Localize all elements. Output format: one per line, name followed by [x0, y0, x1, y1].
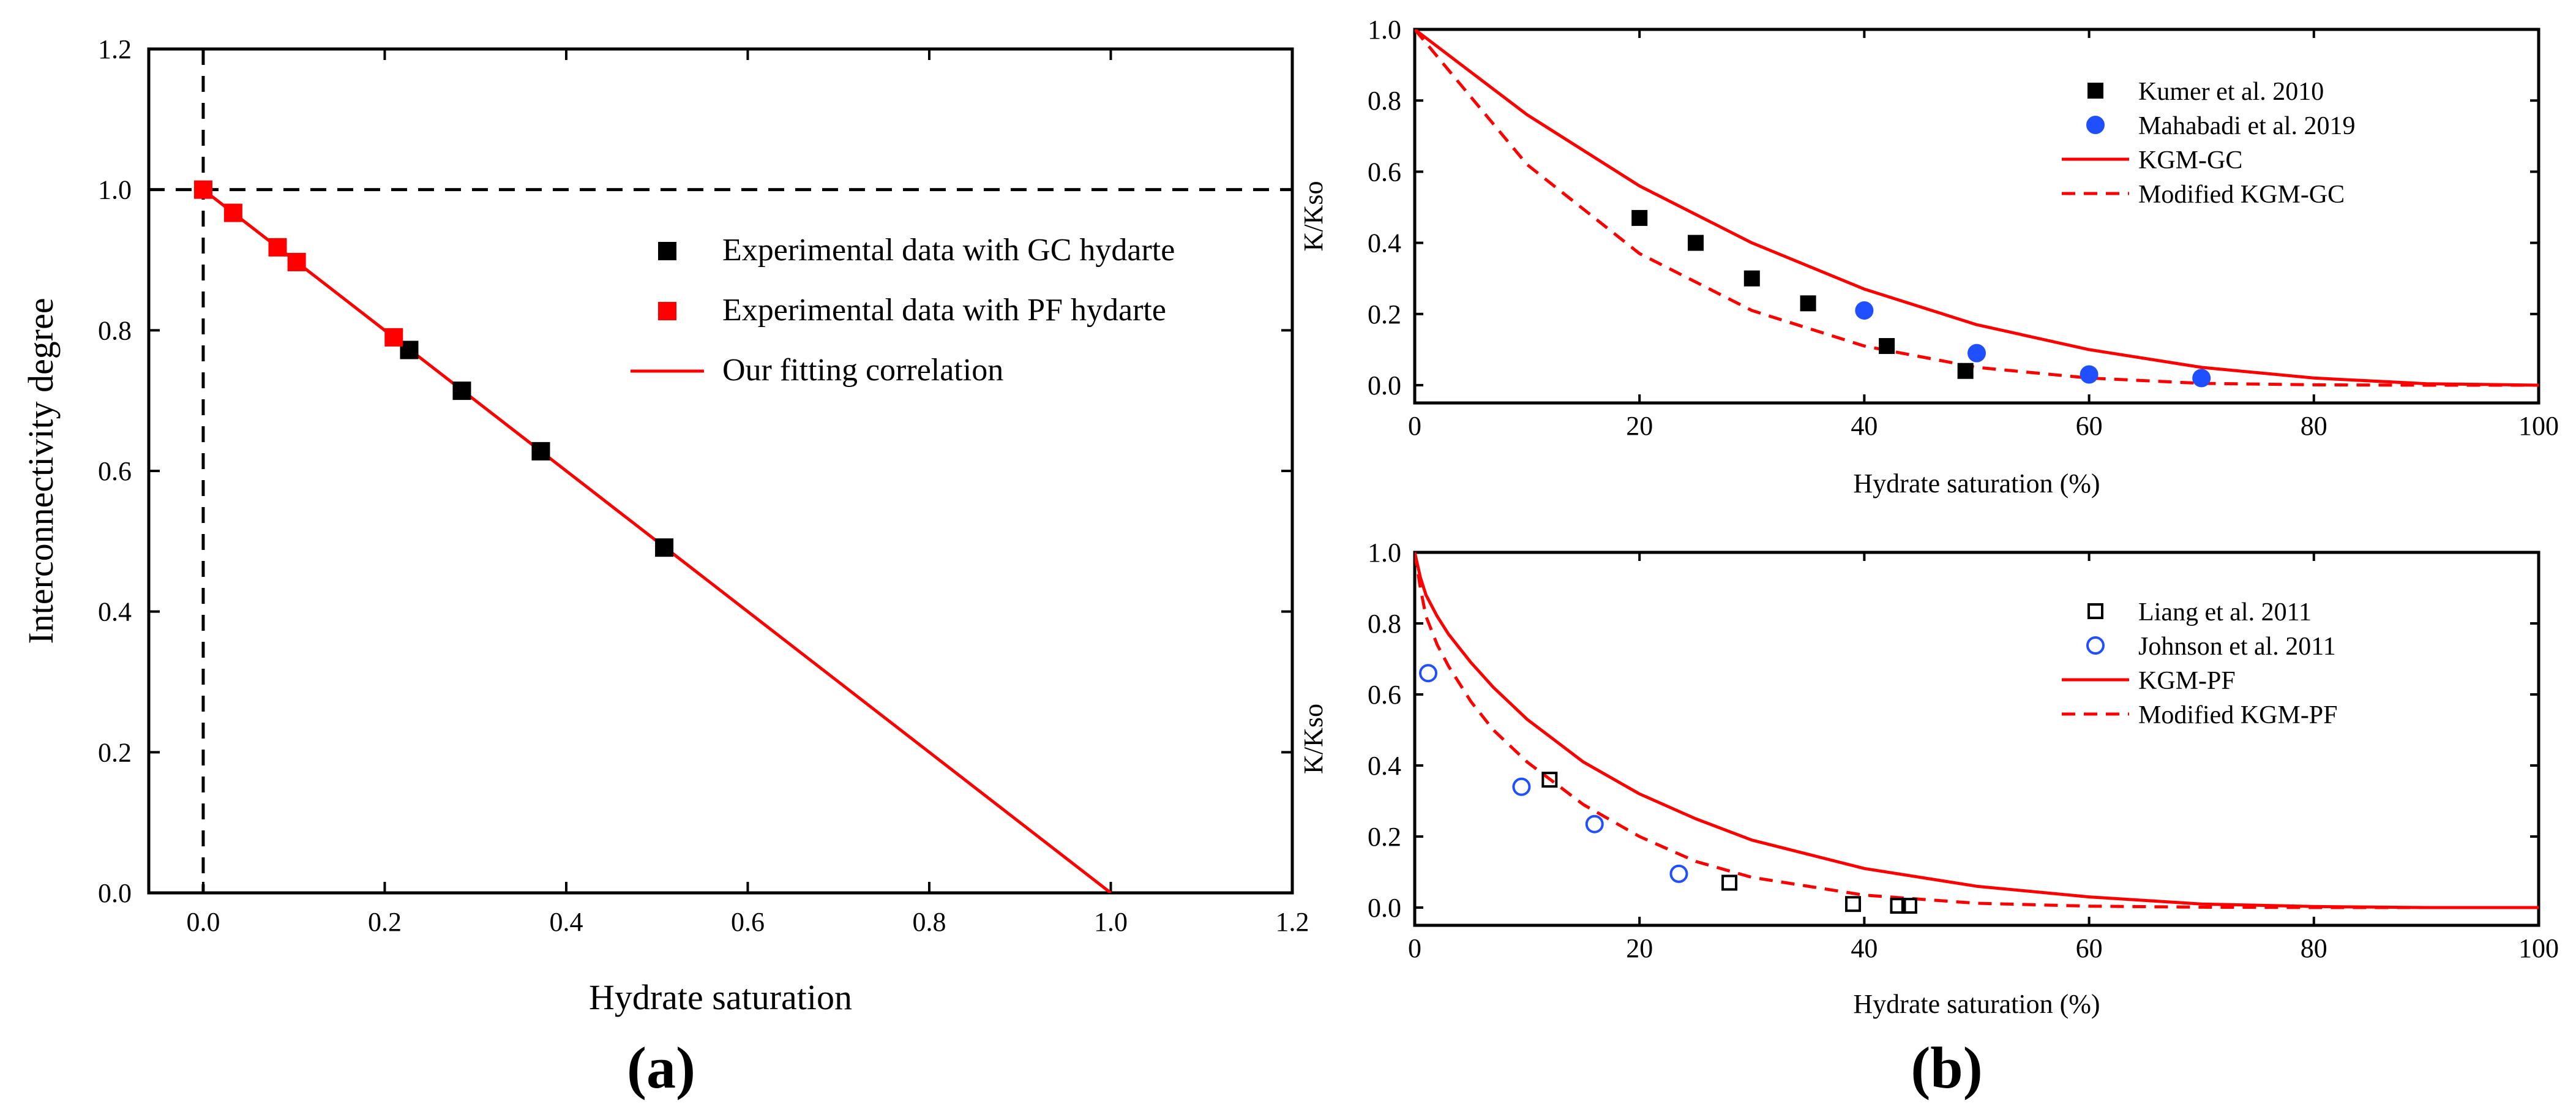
a-legend-marker-0 [658, 242, 676, 260]
b-top-legend-label-1: Mahabadi et al. 2019 [2138, 112, 2356, 140]
a-x-tick-label: 0.2 [368, 907, 402, 937]
a-legend-label-0: Experimental data with GC hydarte [722, 233, 1175, 268]
b-bottom-legend-label-2: KGM-PF [2138, 667, 2236, 695]
b-bottom-plot-frame [1413, 551, 2540, 927]
a-panel-label: (a) [627, 1035, 695, 1100]
b-top-y-tick-label: 0.4 [1368, 228, 1401, 258]
b-bottom-series-1-point [1669, 864, 1688, 883]
b-top-y-tick-label: 0.8 [1368, 86, 1401, 116]
b-bottom-x-tick-label: 100 [2518, 933, 2559, 963]
b-top-series-0-point [1957, 363, 1974, 379]
a-series-0-point [655, 538, 674, 557]
a-legend-label-2: Our fitting correlation [722, 353, 1003, 388]
a-y-tick-label: 0.8 [98, 315, 132, 345]
b-top-legend-label-3: Modified KGM-GC [2138, 181, 2345, 209]
b-bottom-x-axis-label: Hydrate saturation (%) [1853, 989, 2100, 1019]
b-bottom-series-0-point [1721, 874, 1738, 891]
b-bottom-x-tick-label: 40 [1851, 933, 1878, 963]
a-y-tick-label: 1.0 [98, 175, 132, 205]
b-bottom-y-tick-label: 0.2 [1368, 822, 1401, 852]
b-top-series-0-point [1631, 209, 1648, 226]
a-y-tick-label: 0.0 [98, 878, 132, 908]
a-x-tick-label: 0.4 [549, 907, 583, 937]
a-x-tick-label: 0.8 [912, 907, 946, 937]
a-y-tick-label: 0.4 [98, 597, 132, 627]
b-bottom-y-tick-label: 0.4 [1368, 751, 1401, 781]
b-bottom-series-3-curve [1415, 552, 2539, 909]
b-top-plot-frame [1413, 28, 2540, 405]
b-top-x-axis-label: Hydrate saturation (%) [1853, 468, 2100, 498]
b-bottom-legend-marker-1 [2086, 636, 2105, 655]
a-y-tick-label: 0.2 [98, 737, 132, 767]
b-top-legend-label-0: Kumer et al. 2010 [2138, 78, 2324, 106]
a-x-tick-label: 1.2 [1276, 907, 1309, 937]
a-x-tick-label: 0.0 [186, 907, 220, 937]
b-top-y-tick-label: 0.6 [1368, 157, 1401, 187]
b-top-series-1-point [1968, 344, 1986, 363]
b-bottom-legend-marker-0 [2087, 603, 2103, 619]
b-bottom-x-tick-label: 20 [1626, 933, 1653, 963]
b-top-series-1-point [2080, 365, 2099, 384]
a-series-0-point [400, 340, 419, 359]
a-legend-marker-1 [658, 302, 676, 320]
a-series-1-point [268, 238, 287, 257]
b-top-legend-marker-0 [2087, 83, 2103, 99]
b-top-series-0-point [1688, 235, 1704, 251]
b-bottom-series-2-curve [1415, 552, 2539, 909]
b-bottom-x-tick-label: 60 [2076, 933, 2103, 963]
b-top-x-tick-label: 100 [2518, 411, 2559, 441]
b-top-series-1-point [1855, 301, 1874, 320]
b-top-series-0-point [1743, 270, 1760, 287]
a-series-1-point [287, 252, 306, 271]
a-x-tick-label: 1.0 [1094, 907, 1128, 937]
b-top-y-axis-label: K/Kso [1298, 181, 1328, 252]
b-top-series-0-point [1800, 295, 1816, 312]
a-y-axis-label: Interconnectivity degree [21, 298, 61, 644]
b-bottom-x-tick-label: 80 [2301, 933, 2327, 963]
b-top-legend-label-2: KGM-GC [2138, 146, 2242, 175]
b-bottom-legend-label-0: Liang et al. 2011 [2138, 598, 2312, 626]
a-series-0-point [452, 382, 471, 401]
b-bottom-series-1-point [1585, 814, 1604, 833]
a-x-axis-label: Hydrate saturation [589, 977, 852, 1017]
b-bottom-series-0-point [1541, 772, 1558, 788]
b-bottom-series-0-point [1845, 896, 1862, 912]
b-top-series-1-point [2192, 369, 2211, 388]
b-top-x-tick-label: 0 [1408, 411, 1421, 441]
b-top-y-tick-label: 0.0 [1368, 370, 1401, 401]
b-bottom-y-tick-label: 0.8 [1368, 609, 1401, 639]
b-bottom-series-0-point [1890, 898, 1906, 914]
a-y-tick-label: 0.6 [98, 456, 132, 486]
b-top-series-3-curve [1415, 29, 2539, 387]
b-bottom-series-0-point [1901, 898, 1917, 914]
b-bottom-y-tick-label: 0.0 [1368, 893, 1401, 923]
b-top-x-tick-label: 20 [1626, 411, 1653, 441]
b-bottom-panel-label: (b) [1911, 1035, 1982, 1100]
b-top-x-tick-label: 60 [2076, 411, 2103, 441]
b-bottom-series-1-point [1419, 664, 1438, 683]
b-bottom-y-axis-label: K/Kso [1298, 704, 1328, 774]
a-legend-label-1: Experimental data with PF hydarte [722, 293, 1166, 328]
b-bottom-legend-label-3: Modified KGM-PF [2138, 701, 2338, 729]
b-top-x-tick-label: 40 [1851, 411, 1878, 441]
b-top-legend-marker-1 [2086, 116, 2105, 134]
a-y-tick-label: 1.2 [98, 34, 132, 64]
b-top-y-tick-label: 1.0 [1368, 15, 1401, 45]
a-series-1-point [384, 328, 403, 347]
b-top-series-0-point [1879, 338, 1895, 355]
b-bottom-y-tick-label: 1.0 [1368, 538, 1401, 568]
b-top-x-tick-label: 80 [2301, 411, 2327, 441]
b-top-series-2-curve [1415, 29, 2539, 387]
a-series-1-point [223, 203, 242, 222]
a-series-1-point [193, 180, 212, 199]
a-x-tick-label: 0.6 [731, 907, 765, 937]
a-series-0-point [531, 442, 550, 461]
b-bottom-y-tick-label: 0.6 [1368, 680, 1401, 710]
b-bottom-legend-label-1: Johnson et al. 2011 [2138, 633, 2336, 661]
b-bottom-series-1-point [1512, 777, 1531, 796]
b-top-y-tick-label: 0.2 [1368, 299, 1401, 329]
b-bottom-x-tick-label: 0 [1408, 933, 1421, 963]
